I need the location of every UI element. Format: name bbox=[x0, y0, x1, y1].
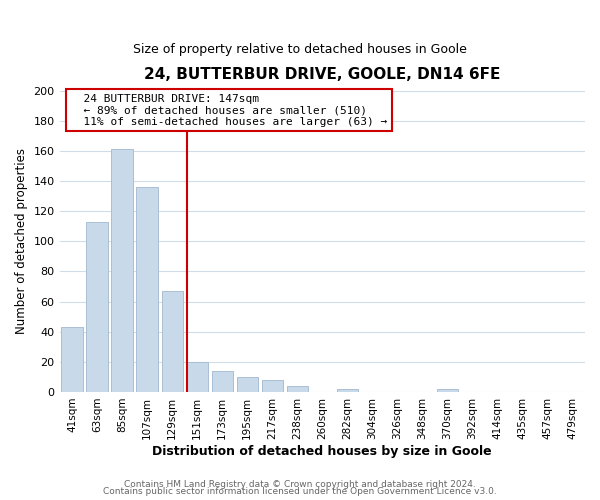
Bar bbox=[262, 380, 283, 392]
Bar bbox=[86, 222, 108, 392]
Text: Contains HM Land Registry data © Crown copyright and database right 2024.: Contains HM Land Registry data © Crown c… bbox=[124, 480, 476, 489]
Bar bbox=[337, 389, 358, 392]
Bar bbox=[437, 389, 458, 392]
Bar bbox=[287, 386, 308, 392]
Bar bbox=[161, 291, 183, 392]
Y-axis label: Number of detached properties: Number of detached properties bbox=[15, 148, 28, 334]
Bar bbox=[112, 150, 133, 392]
Text: Contains public sector information licensed under the Open Government Licence v3: Contains public sector information licen… bbox=[103, 487, 497, 496]
Text: Size of property relative to detached houses in Goole: Size of property relative to detached ho… bbox=[133, 42, 467, 56]
Text: 24 BUTTERBUR DRIVE: 147sqm
  ← 89% of detached houses are smaller (510)
  11% of: 24 BUTTERBUR DRIVE: 147sqm ← 89% of deta… bbox=[70, 94, 388, 127]
Bar bbox=[61, 327, 83, 392]
Title: 24, BUTTERBUR DRIVE, GOOLE, DN14 6FE: 24, BUTTERBUR DRIVE, GOOLE, DN14 6FE bbox=[144, 68, 500, 82]
X-axis label: Distribution of detached houses by size in Goole: Distribution of detached houses by size … bbox=[152, 444, 492, 458]
Bar bbox=[236, 377, 258, 392]
Bar bbox=[136, 187, 158, 392]
Bar bbox=[187, 362, 208, 392]
Bar bbox=[212, 371, 233, 392]
